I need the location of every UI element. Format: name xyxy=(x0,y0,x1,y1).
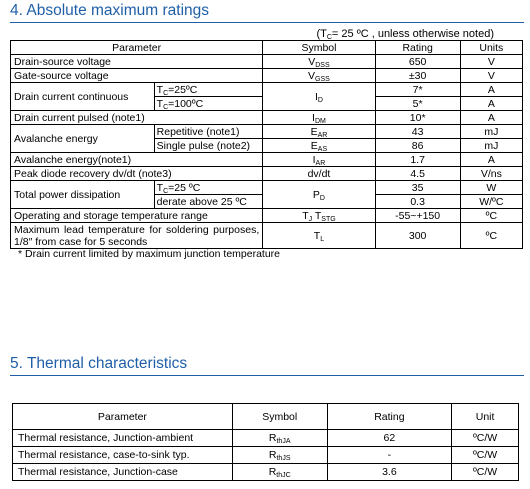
table-row: Drain-source voltage VDSS 650 V xyxy=(9,54,524,69)
table-row: Thermal resistance, Junction-ambient Rth… xyxy=(12,429,519,447)
param-cell: Drain-source voltage xyxy=(9,54,264,69)
unit-cell: A xyxy=(459,82,524,97)
table-row: derate above 25 ºC 0.3 W/ºC xyxy=(11,194,524,209)
rating-cell: 62 xyxy=(326,429,453,447)
rating-cell: 10* xyxy=(374,110,461,125)
rating-cell: 35 xyxy=(374,180,461,195)
symbol-cell: RthJS xyxy=(231,446,328,464)
unit-cell: ºC/W xyxy=(451,429,519,447)
symbol-cell: VGSS xyxy=(262,68,376,83)
param-cell: Thermal resistance, Junction-case xyxy=(12,463,233,481)
table-header-row: Parameter Symbol Rating Unit xyxy=(12,403,519,430)
unit-cell: W/ºC xyxy=(459,194,524,209)
symbol-cell: RthJC xyxy=(231,463,328,481)
rating-cell: 43 xyxy=(374,124,461,139)
condition-cell: Repetitive (note1) xyxy=(153,124,264,139)
unit-cell: ºC/W xyxy=(451,463,519,481)
condition-cell: TC=100ºC xyxy=(153,96,264,111)
rating-cell: 0.3 xyxy=(374,194,461,209)
symbol-cell: TL xyxy=(262,222,376,249)
param-cell: Total power dissipation xyxy=(10,180,155,209)
condition-cell: TC=25 ºC xyxy=(153,180,264,195)
symbol-cell: EAS xyxy=(262,138,376,153)
header-rating: Rating xyxy=(326,403,453,430)
param-cell: Avalanche energy xyxy=(10,124,155,153)
test-condition: (TC= 25 ºC , unless otherwise noted) xyxy=(316,28,494,41)
param-cell: Maximum lead temperature for soldering p… xyxy=(9,222,264,249)
rating-cell: 3.6 xyxy=(326,463,453,481)
unit-cell: ºC/W xyxy=(451,446,519,464)
unit-cell: ºC xyxy=(459,222,524,249)
symbol-cell: VDSS xyxy=(262,54,376,69)
absolute-max-ratings-table: Parameter Symbol Rating Units Drain-sour… xyxy=(9,40,524,249)
symbol-cell: IAR xyxy=(262,152,376,167)
condition-cell: TC=25ºC xyxy=(153,82,264,97)
rating-cell: 4.5 xyxy=(374,166,461,181)
unit-cell: mJ xyxy=(459,124,524,139)
thermal-characteristics-table: Parameter Symbol Rating Unit Thermal res… xyxy=(12,403,519,481)
rating-cell: 7* xyxy=(374,82,461,97)
symbol-cell: PD xyxy=(262,180,376,209)
unit-cell: ºC xyxy=(459,208,524,223)
rating-cell: 5* xyxy=(374,96,461,111)
symbol-cell: TJ TSTG xyxy=(262,208,376,223)
param-cell: Operating and storage temperature range xyxy=(9,208,264,223)
rating-cell: ±30 xyxy=(374,68,461,83)
rating-cell: 1.7 xyxy=(374,152,461,167)
header-parameter: Parameter xyxy=(9,40,264,55)
header-symbol: Symbol xyxy=(262,40,376,55)
unit-cell: V/ns xyxy=(459,166,524,181)
rating-cell: 650 xyxy=(374,54,461,69)
table-row: Thermal resistance, case-to-sink typ. Rt… xyxy=(12,446,519,464)
param-cell: Drain current continuous xyxy=(10,82,155,111)
unit-cell: W xyxy=(459,180,524,195)
table-row: Total power dissipation TC=25 ºC PD 35 W xyxy=(10,180,524,209)
unit-cell: A xyxy=(459,152,524,167)
section-title-thermal: 5. Thermal characteristics xyxy=(10,355,188,372)
symbol-cell: ID xyxy=(262,82,376,111)
section-divider xyxy=(10,375,524,376)
symbol-cell: RthJA xyxy=(231,429,328,447)
unit-cell: V xyxy=(459,68,524,83)
header-rating: Rating xyxy=(374,40,461,55)
unit-cell: mJ xyxy=(459,138,524,153)
unit-cell: A xyxy=(459,96,524,111)
symbol-cell: EAR xyxy=(262,124,376,139)
param-cell: Peak diode recovery dv/dt (note3) xyxy=(9,166,264,181)
footnote: * Drain current limited by maximum junct… xyxy=(18,248,281,260)
rating-cell: 86 xyxy=(374,138,461,153)
section-title-absolute-max: 4. Absolute maximum ratings xyxy=(10,2,210,19)
unit-cell: A xyxy=(459,110,524,125)
table-row: Operating and storage temperature range … xyxy=(9,208,524,223)
symbol-cell: IDM xyxy=(262,110,376,125)
param-cell: Drain current pulsed (note1) xyxy=(9,110,264,125)
symbol-cell: dv/dt xyxy=(262,166,376,181)
header-symbol: Symbol xyxy=(231,403,328,430)
param-cell: Thermal resistance, case-to-sink typ. xyxy=(12,446,233,464)
table-row: Thermal resistance, Junction-case RthJC … xyxy=(12,463,519,481)
rating-cell: -55~+150 xyxy=(374,208,461,223)
table-row: Avalanche energy(note1) IAR 1.7 A xyxy=(9,152,524,167)
section-divider xyxy=(10,22,524,23)
table-row: TC=100ºC 5* A xyxy=(11,96,524,111)
unit-cell: V xyxy=(459,54,524,69)
table-row: Gate-source voltage VGSS ±30 V xyxy=(9,68,524,83)
table-row: Maximum lead temperature for soldering p… xyxy=(9,222,524,249)
table-row: Avalanche energy Repetitive (note1) EAR … xyxy=(10,124,524,153)
table-header-row: Parameter Symbol Rating Units xyxy=(9,40,524,55)
table-row: Drain current continuous TC=25ºC ID 7* A xyxy=(10,82,524,111)
table-row: Drain current pulsed (note1) IDM 10* A xyxy=(9,110,524,125)
condition-cell: Single pulse (note2) xyxy=(153,138,264,153)
header-unit: Unit xyxy=(451,403,519,430)
rating-cell: 300 xyxy=(374,222,461,249)
param-cell: Gate-source voltage xyxy=(9,68,264,83)
header-parameter: Parameter xyxy=(12,403,233,430)
header-units: Units xyxy=(459,40,524,55)
condition-cell: derate above 25 ºC xyxy=(153,194,264,209)
rating-cell: - xyxy=(326,446,453,464)
param-cell: Thermal resistance, Junction-ambient xyxy=(12,429,233,447)
param-cell: Avalanche energy(note1) xyxy=(9,152,264,167)
table-row: Peak diode recovery dv/dt (note3) dv/dt … xyxy=(9,166,524,181)
